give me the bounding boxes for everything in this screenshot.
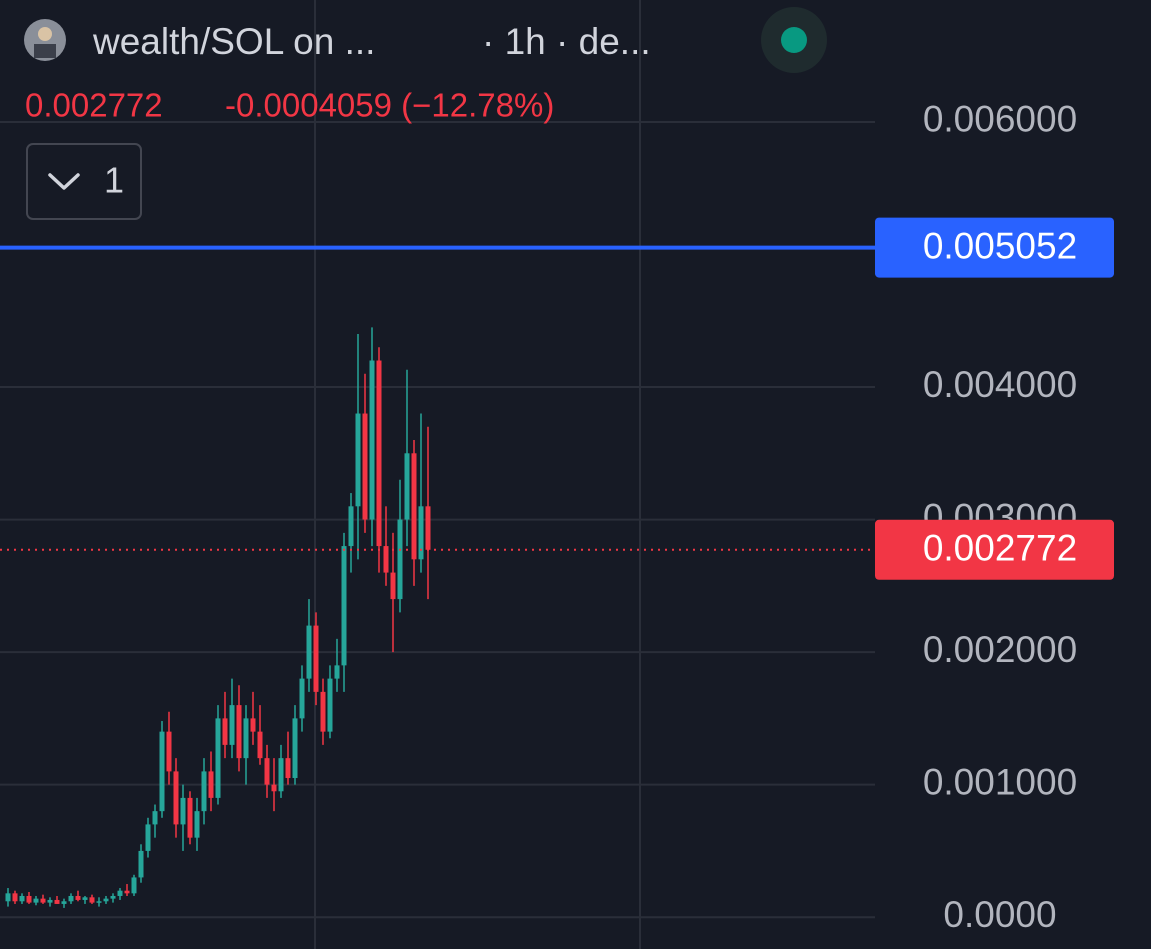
candle-body xyxy=(173,771,179,825)
candle-body xyxy=(292,718,298,779)
y-tick-label: 0.007000 xyxy=(923,0,1077,7)
candle-body xyxy=(397,519,403,600)
candle-body xyxy=(159,731,165,812)
candles xyxy=(5,327,431,908)
candle-body xyxy=(47,899,53,903)
candle-body xyxy=(404,453,410,520)
candle-body xyxy=(285,758,291,779)
candle-body xyxy=(250,718,256,732)
candle-body xyxy=(89,897,95,903)
candle-body xyxy=(369,360,375,520)
candle-body xyxy=(145,824,151,851)
candle-body xyxy=(54,899,60,904)
chevron-icon xyxy=(48,173,80,190)
candle-body xyxy=(278,758,284,792)
candle-body xyxy=(131,877,137,894)
avatar-body xyxy=(34,44,56,58)
candle-body xyxy=(82,897,88,900)
y-tick-label: 0.001000 xyxy=(923,761,1077,802)
candle-body xyxy=(411,453,417,560)
candle-body xyxy=(299,678,305,719)
candle-body xyxy=(208,771,214,798)
price-lines xyxy=(0,245,875,551)
candle-body xyxy=(68,895,74,902)
candle-body xyxy=(334,665,340,679)
candle-body xyxy=(376,360,382,547)
candle-body xyxy=(271,784,277,792)
candle-body xyxy=(355,413,361,507)
candle-body xyxy=(236,705,242,759)
candle-body xyxy=(152,811,158,825)
y-tick-label: 0.002000 xyxy=(923,629,1077,670)
candle-body xyxy=(194,811,200,838)
y-axis: 0.00000.0010000.0020000.0030000.0040000.… xyxy=(875,0,1114,935)
candle-body xyxy=(313,625,319,692)
price-label: 0.005052 xyxy=(923,225,1077,266)
status-dot xyxy=(781,27,807,53)
candle-body xyxy=(341,546,347,666)
y-tick-label: 0.006000 xyxy=(923,99,1077,140)
candle-body xyxy=(26,895,32,903)
candle-body xyxy=(215,718,221,798)
candle-body xyxy=(75,895,81,900)
collapse-button[interactable] xyxy=(26,143,142,220)
candle-body xyxy=(187,797,193,838)
y-tick-label: 0.0000 xyxy=(943,894,1056,935)
candle-body xyxy=(327,678,333,732)
candle-body xyxy=(425,506,431,550)
candle-body xyxy=(40,898,46,903)
candle-body xyxy=(383,546,389,573)
grid xyxy=(0,120,875,919)
candle-body xyxy=(12,893,18,902)
candle-body xyxy=(33,898,39,903)
candle-body xyxy=(243,718,249,759)
candle-body xyxy=(124,890,130,894)
symbol[interactable]: wealth/SOL on ... xyxy=(92,21,375,62)
candle-body xyxy=(320,691,326,732)
price-change: -0.0004059 (−12.78%) xyxy=(225,87,554,124)
y-tick-label: 0.004000 xyxy=(923,364,1077,405)
candle-body xyxy=(264,758,270,785)
candle-body xyxy=(19,895,25,902)
candle-body xyxy=(222,718,228,745)
last-price: 0.002772 xyxy=(25,87,163,124)
candle-body xyxy=(166,731,172,772)
candle-body xyxy=(96,901,102,903)
candle-body xyxy=(103,898,109,902)
candle-body xyxy=(117,890,123,896)
candle-body xyxy=(306,625,312,679)
avatar-face xyxy=(38,27,52,41)
candle-body xyxy=(257,731,263,759)
candle-body xyxy=(61,901,67,904)
price-label: 0.002772 xyxy=(923,528,1077,569)
candle-body xyxy=(110,895,116,899)
candle-body xyxy=(418,506,424,560)
candle-body xyxy=(362,413,368,520)
price-label-bg xyxy=(875,217,1114,278)
button-count: 1 xyxy=(104,160,124,201)
candle-body xyxy=(5,893,11,902)
candle-body xyxy=(229,705,235,745)
candle-body xyxy=(180,797,186,825)
candle-body xyxy=(348,506,354,547)
candle-body xyxy=(201,771,207,812)
candle-body xyxy=(138,850,144,878)
price-label-bg xyxy=(875,519,1114,580)
candle-body xyxy=(390,572,396,600)
interval[interactable]: · 1h · de... xyxy=(482,21,651,62)
header: wealth/SOL on ... · 1h · de... 0.002772 … xyxy=(24,7,827,220)
